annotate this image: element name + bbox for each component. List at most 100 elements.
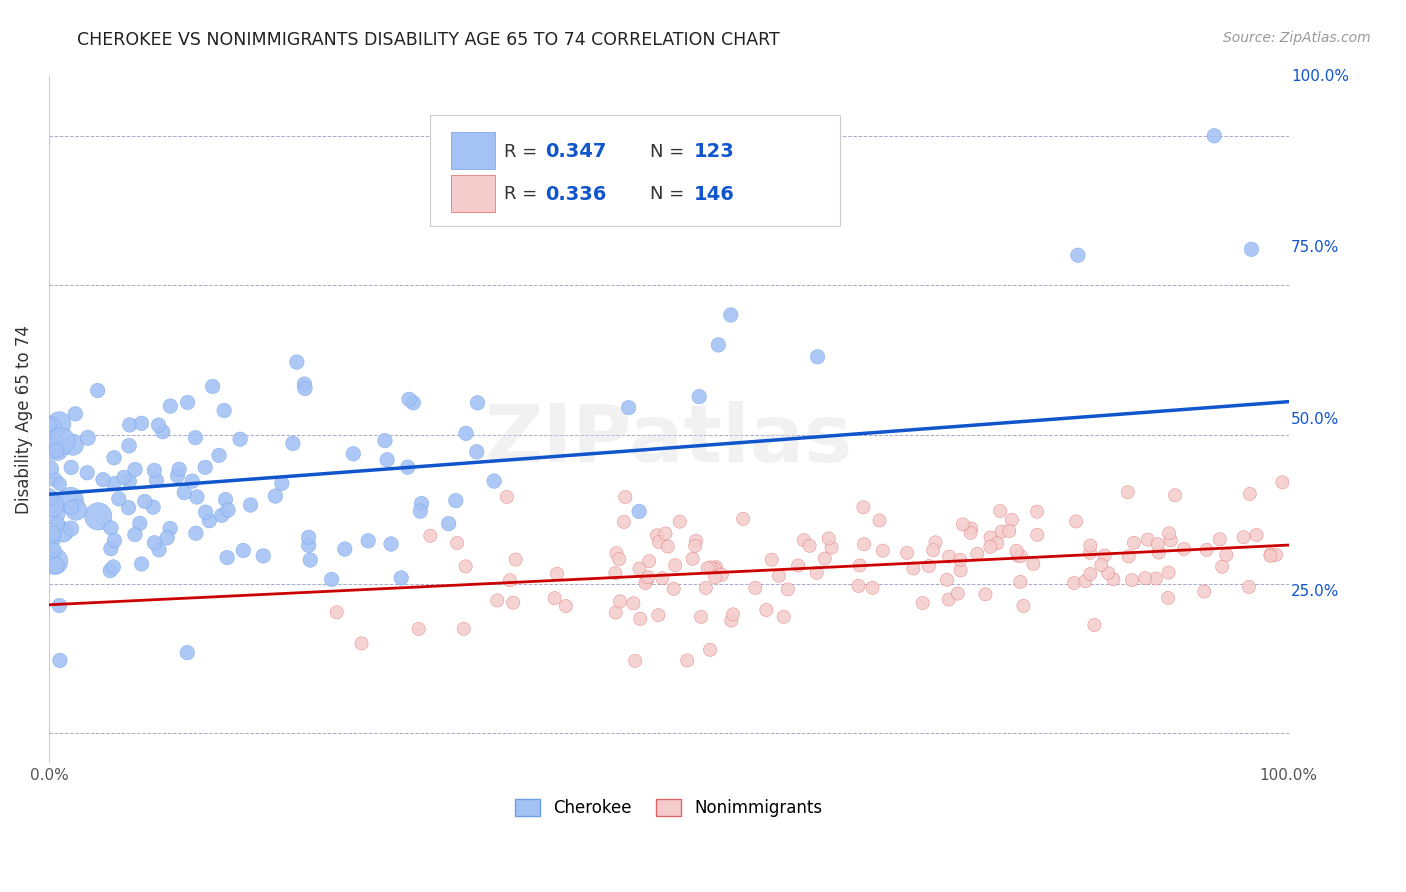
Point	[707, 338, 730, 352]
Point	[1173, 541, 1195, 556]
Point	[1157, 591, 1180, 605]
Point	[1240, 242, 1263, 256]
FancyBboxPatch shape	[451, 132, 495, 169]
Point	[936, 573, 959, 587]
Point	[159, 399, 181, 413]
Point	[634, 576, 657, 591]
Point	[495, 490, 517, 504]
Point	[1136, 533, 1159, 547]
Point	[1122, 536, 1144, 550]
Point	[988, 504, 1011, 518]
Point	[609, 594, 631, 608]
Point	[896, 546, 918, 560]
Point	[776, 582, 799, 597]
Point	[100, 521, 122, 535]
Point	[45, 443, 67, 458]
Point	[118, 417, 141, 432]
Point	[1260, 549, 1282, 563]
Point	[505, 552, 527, 566]
Point	[148, 542, 170, 557]
Point	[647, 608, 669, 623]
Point	[152, 425, 174, 439]
Point	[118, 439, 141, 453]
Point	[959, 525, 981, 540]
Point	[465, 445, 488, 459]
Point	[321, 573, 343, 587]
Point	[543, 591, 565, 606]
Point	[167, 462, 190, 476]
Point	[720, 614, 742, 628]
Point	[903, 561, 925, 575]
Point	[924, 535, 946, 549]
Point	[852, 500, 875, 515]
Point	[869, 513, 891, 527]
Point	[60, 522, 83, 536]
Point	[173, 485, 195, 500]
Point	[357, 533, 380, 548]
Point	[44, 473, 66, 487]
Point	[1164, 488, 1187, 502]
Text: R =: R =	[503, 143, 543, 161]
Text: N =: N =	[650, 143, 690, 161]
Point	[1239, 487, 1261, 501]
Point	[787, 558, 810, 573]
Point	[1026, 505, 1049, 519]
Point	[45, 558, 67, 573]
Point	[657, 540, 679, 554]
Text: CHEROKEE VS NONIMMIGRANTS DISABILITY AGE 65 TO 74 CORRELATION CHART: CHEROKEE VS NONIMMIGRANTS DISABILITY AGE…	[77, 31, 780, 49]
Point	[637, 570, 659, 584]
Point	[966, 547, 988, 561]
Point	[252, 549, 274, 563]
Point	[1078, 567, 1101, 582]
Point	[65, 407, 87, 421]
Point	[979, 540, 1001, 554]
Point	[1097, 566, 1119, 580]
Point	[46, 516, 69, 531]
Point	[605, 606, 627, 620]
Point	[554, 599, 576, 613]
Point	[217, 503, 239, 517]
Point	[408, 622, 430, 636]
Point	[86, 384, 108, 398]
Point	[76, 466, 98, 480]
Point	[676, 653, 699, 667]
Point	[668, 515, 690, 529]
Text: 123: 123	[693, 142, 734, 161]
Point	[502, 596, 524, 610]
Point	[298, 538, 321, 552]
Point	[986, 536, 1008, 550]
Point	[325, 606, 347, 620]
Point	[1078, 539, 1101, 553]
Point	[817, 532, 839, 546]
Point	[294, 381, 316, 395]
Point	[118, 474, 141, 488]
Point	[1121, 573, 1143, 587]
Point	[60, 460, 83, 475]
Point	[419, 529, 441, 543]
Point	[703, 562, 725, 576]
Point	[350, 636, 373, 650]
Point	[820, 541, 842, 555]
Point	[49, 653, 72, 667]
Point	[1064, 515, 1087, 529]
Point	[974, 587, 997, 601]
Point	[214, 492, 236, 507]
Point	[721, 607, 744, 622]
Text: 146: 146	[693, 185, 734, 203]
Point	[1012, 599, 1035, 613]
Point	[298, 530, 321, 544]
Point	[48, 417, 70, 431]
Point	[704, 570, 727, 584]
Point	[1063, 576, 1085, 591]
Point	[208, 449, 231, 463]
Point	[862, 581, 884, 595]
Point	[444, 493, 467, 508]
Point	[285, 355, 308, 369]
Point	[100, 541, 122, 556]
Point	[768, 569, 790, 583]
Point	[454, 559, 477, 574]
Point	[1147, 545, 1170, 559]
Point	[409, 504, 432, 518]
Point	[380, 537, 402, 551]
Point	[453, 622, 475, 636]
